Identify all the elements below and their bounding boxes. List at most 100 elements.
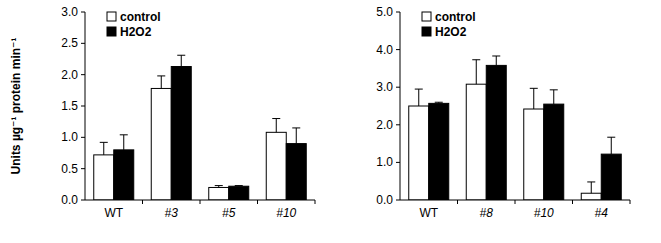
y-tick-label: 0.5 <box>61 162 78 176</box>
error-cap <box>415 89 423 90</box>
legend-label: H2O2 <box>435 25 467 39</box>
y-tick-label: 2.5 <box>61 36 78 50</box>
bar <box>466 84 486 200</box>
legend-swatch <box>107 12 116 21</box>
y-tick-label: 5.0 <box>376 5 393 19</box>
error-bar <box>272 119 280 133</box>
x-tick-label: #5 <box>222 206 236 220</box>
x-tick <box>257 200 258 204</box>
error-cap <box>292 127 300 128</box>
y-tick <box>396 49 400 50</box>
x-tick-label: #3 <box>165 206 179 220</box>
error-line <box>103 142 104 155</box>
error-cap <box>272 118 280 119</box>
y-tick <box>81 43 85 44</box>
x-tick-label: WT <box>419 206 438 220</box>
error-cap <box>120 134 128 135</box>
bar <box>429 103 449 200</box>
y-tick-label: 3.0 <box>61 5 78 19</box>
error-bar <box>100 142 108 155</box>
error-line <box>161 76 162 89</box>
error-cap <box>100 142 108 143</box>
y-axis <box>400 12 401 200</box>
error-line <box>476 60 477 84</box>
error-cap <box>235 185 243 186</box>
error-cap <box>215 185 223 186</box>
legend: controlH2O2 <box>107 10 161 39</box>
x-tick <box>572 200 573 204</box>
error-line <box>181 55 182 66</box>
y-tick-label: 2.0 <box>61 68 78 82</box>
y-tick <box>396 162 400 163</box>
error-cap <box>472 59 480 60</box>
bars <box>409 56 622 200</box>
legend-swatch <box>422 27 431 36</box>
error-cap <box>435 102 443 103</box>
error-bar <box>435 102 443 103</box>
y-tick-label: 4.0 <box>376 43 393 57</box>
error-bar <box>215 186 223 188</box>
bar <box>171 67 191 200</box>
bars <box>94 55 307 200</box>
legend: controlH2O2 <box>422 10 476 39</box>
legend-label: control <box>120 10 161 24</box>
error-line <box>276 119 277 133</box>
error-bar <box>292 128 300 144</box>
error-bar <box>530 88 538 109</box>
error-bar <box>607 137 615 154</box>
y-tick <box>81 168 85 169</box>
error-line <box>591 182 592 193</box>
error-cap <box>587 181 595 182</box>
y-tick <box>396 200 400 201</box>
panel: 0.01.02.03.04.05.0WT#8#10#4controlH2O2 <box>376 5 630 220</box>
y-tick <box>81 106 85 107</box>
x-tick <box>315 200 316 204</box>
error-bar <box>157 76 165 89</box>
bar <box>486 65 506 200</box>
bar <box>581 193 601 200</box>
bar <box>94 155 114 200</box>
x-tick-label: #8 <box>480 206 494 220</box>
y-tick <box>81 200 85 201</box>
bar <box>209 187 229 200</box>
error-line <box>296 128 297 144</box>
x-tick-label: #10 <box>534 206 554 220</box>
error-cap <box>492 55 500 56</box>
y-tick-label: 0.0 <box>61 193 78 207</box>
bar <box>601 154 621 200</box>
bar <box>266 132 286 200</box>
error-cap <box>607 137 615 138</box>
error-bar <box>120 135 128 150</box>
panel: 0.00.51.01.52.02.53.0WT#3#5#10Units µg⁻¹… <box>9 5 315 220</box>
y-tick <box>81 74 85 75</box>
error-cap <box>530 88 538 89</box>
error-line <box>418 89 419 106</box>
y-tick <box>81 12 85 13</box>
legend-swatch <box>107 27 116 36</box>
error-bar <box>587 182 595 193</box>
error-bar <box>235 185 243 187</box>
y-tick <box>81 137 85 138</box>
bar <box>524 109 544 200</box>
x-tick-label: WT <box>104 206 123 220</box>
error-bar <box>472 60 480 84</box>
y-tick <box>396 87 400 88</box>
x-tick <box>142 200 143 204</box>
y-tick-label: 1.0 <box>376 155 393 169</box>
bar <box>409 106 429 200</box>
error-cap <box>177 55 185 56</box>
error-cap <box>157 75 165 76</box>
legend-label: H2O2 <box>120 25 152 39</box>
x-tick-label: #10 <box>276 206 296 220</box>
x-tick <box>200 200 201 204</box>
y-axis-label: Units µg⁻¹ protein min⁻¹ <box>9 38 23 175</box>
bar <box>114 150 134 200</box>
error-line <box>123 135 124 150</box>
x-tick <box>630 200 631 204</box>
x-tick-label: #4 <box>595 206 609 220</box>
error-bar <box>177 55 185 66</box>
error-bar <box>492 56 500 65</box>
bar <box>544 104 564 200</box>
error-bar <box>550 90 558 104</box>
y-tick <box>396 124 400 125</box>
